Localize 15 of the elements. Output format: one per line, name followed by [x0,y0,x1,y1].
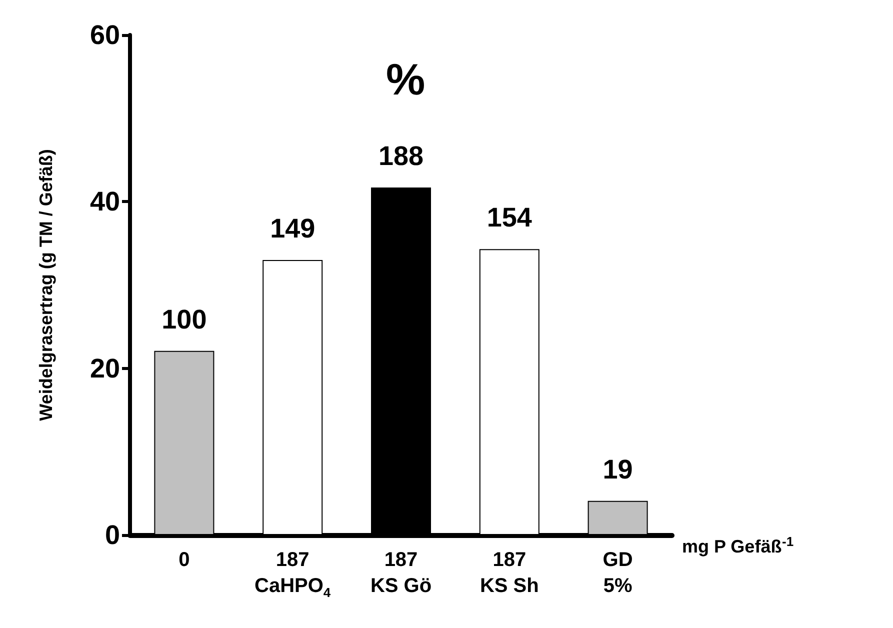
annotation: 149 [270,214,316,244]
y-tick-label: 40 [90,186,120,217]
annotation: 19 [602,454,633,484]
y-tick-label: 0 [104,520,120,550]
annotation: 154 [486,202,532,233]
x-tick-label: 187 KS Sh [480,549,539,597]
annotation: 100 [162,304,207,334]
x-tick-label: GD 5% [602,549,633,597]
y-tick-label: 20 [90,353,120,384]
x-tick-label: 187 KS Gö [370,549,432,597]
x-tick-label: 0 [178,549,190,571]
y-tick-label: 60 [90,20,120,50]
annotation: % [386,56,426,104]
annotation: 188 [378,141,424,171]
y-axis-title: Weidelgrasertrag (g TM / Gefäß) [36,149,56,421]
